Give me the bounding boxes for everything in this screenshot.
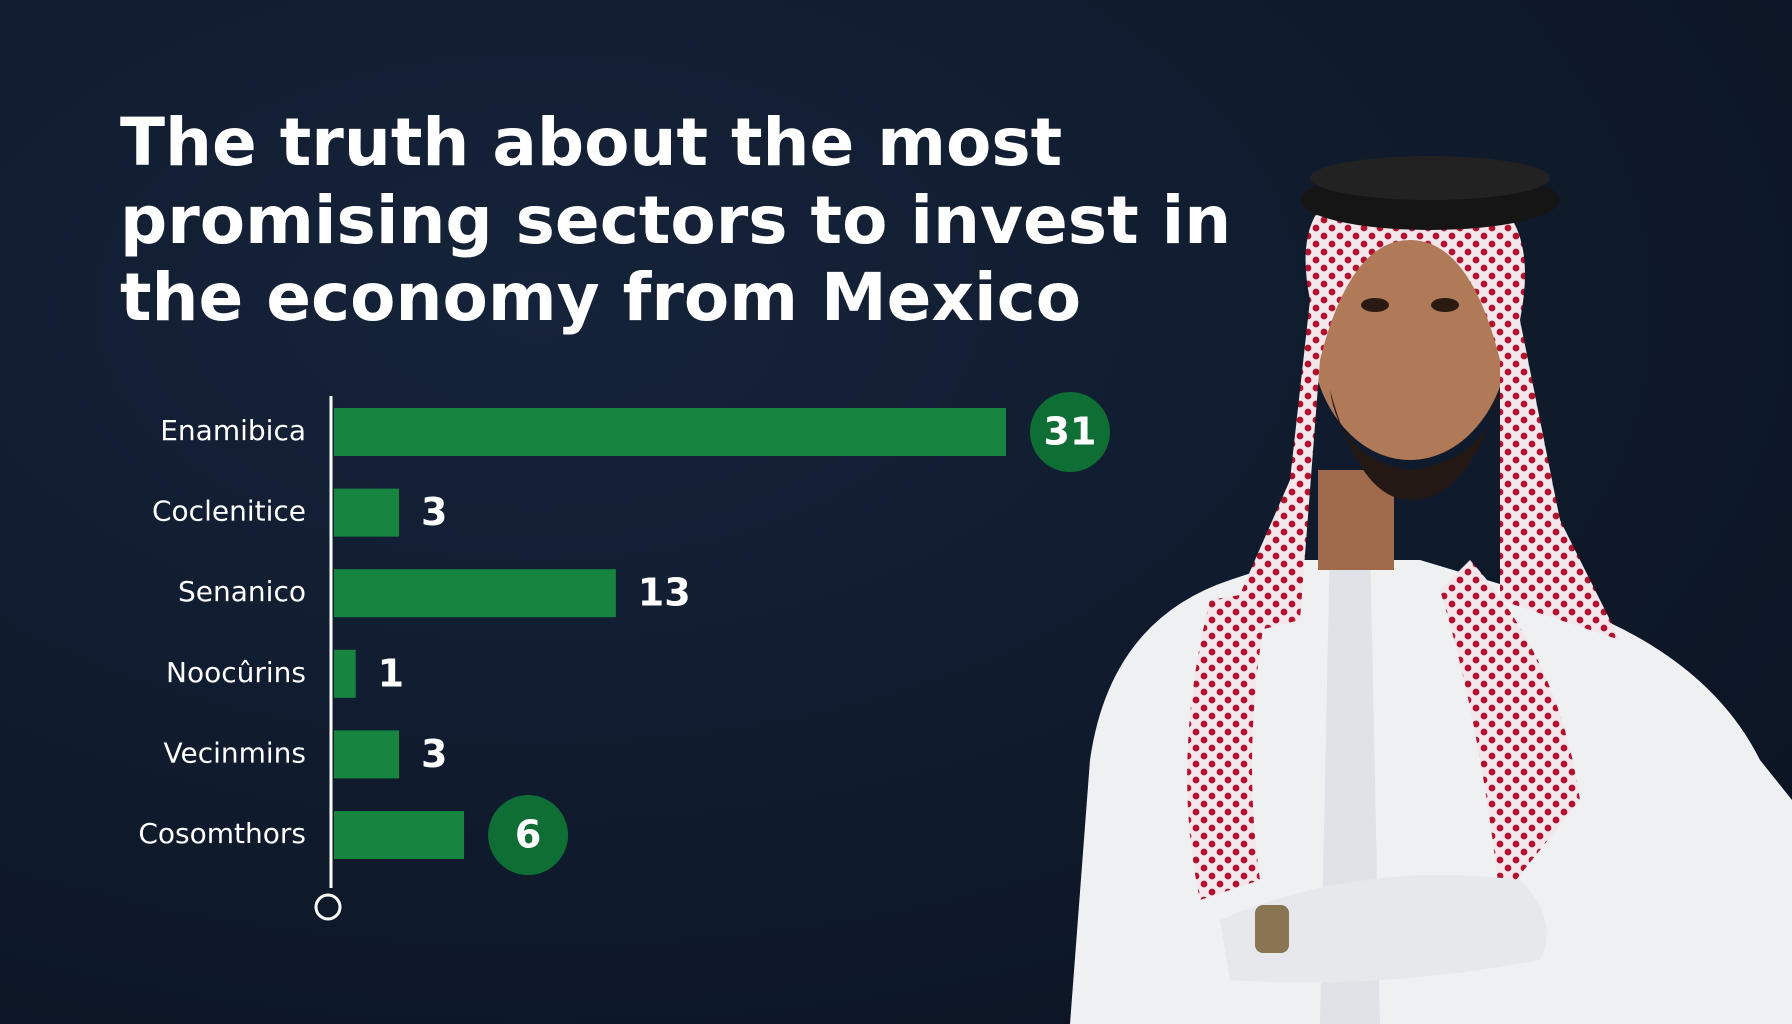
value-badge bbox=[1030, 392, 1110, 472]
category-label: Vecinmins bbox=[163, 736, 306, 769]
value-label: 31 bbox=[1044, 410, 1097, 454]
bar bbox=[334, 649, 356, 698]
value-label: 6 bbox=[515, 813, 541, 857]
bar bbox=[334, 488, 400, 537]
category-label: Cosomthors bbox=[138, 817, 306, 850]
bar bbox=[334, 811, 465, 859]
title: The truth about the most promising secto… bbox=[120, 104, 1231, 336]
title-line: The truth about the most bbox=[120, 104, 1062, 181]
bar bbox=[334, 569, 616, 618]
value-badge bbox=[488, 795, 569, 875]
category-label: Noocûrins bbox=[166, 656, 306, 689]
value-label: 1 bbox=[378, 651, 404, 695]
bar bbox=[334, 408, 1006, 456]
axis-origin bbox=[314, 893, 342, 921]
category-label: Enamibica bbox=[160, 414, 306, 447]
title-line: the economy from Mexico bbox=[120, 259, 1081, 336]
category-label: Coclenitice bbox=[152, 495, 306, 528]
category-label: Senanico bbox=[178, 575, 306, 608]
title-line: promising sectors to invest in bbox=[120, 182, 1231, 259]
bar bbox=[334, 730, 400, 779]
value-label: 3 bbox=[421, 732, 447, 776]
value-label: 13 bbox=[638, 571, 691, 615]
person-illustration bbox=[1070, 156, 1792, 1024]
value-label: 3 bbox=[421, 490, 447, 534]
